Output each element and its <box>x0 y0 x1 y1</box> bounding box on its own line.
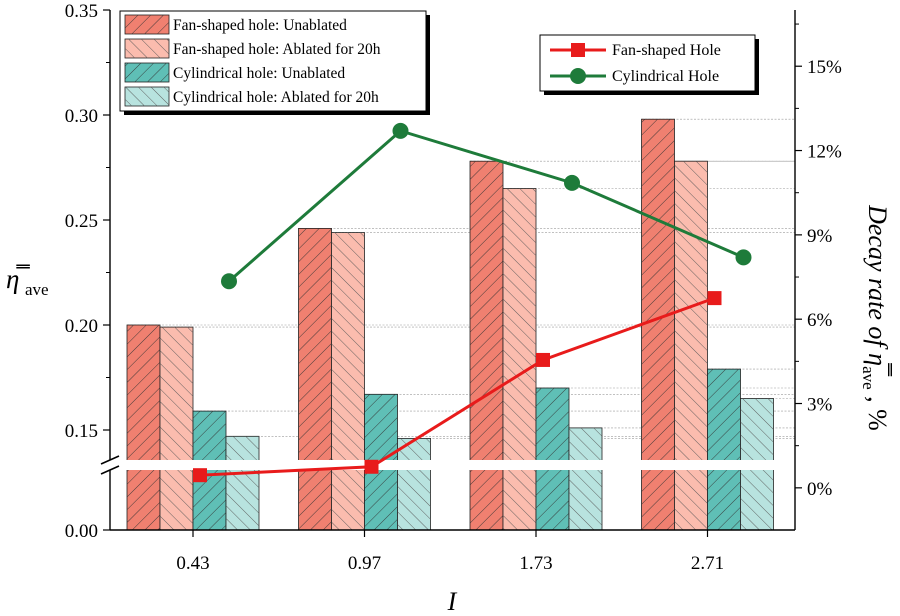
y-tick-label: 0.00 <box>65 521 98 542</box>
y2-axis-title: Decay rate of η̿ave , % <box>859 204 892 431</box>
y-axis-title: η̿ ave <box>6 263 49 299</box>
data-point <box>735 249 752 266</box>
legend-label: Fan-shaped hole: Ablated for 20h <box>173 41 381 58</box>
x-tick-label: 2.71 <box>691 553 724 574</box>
x-axis-title: I <box>447 587 458 616</box>
data-point <box>564 174 580 191</box>
bar <box>331 232 365 531</box>
legend-lines: Fan-shaped Hole Cylindrical Hole <box>539 34 759 95</box>
legend-label: Fan-shaped hole: Unablated <box>173 17 347 34</box>
axis-break <box>100 460 805 470</box>
bar <box>192 410 227 531</box>
y2-tick-label: 6% <box>807 310 833 331</box>
legend-entry: Cylindrical Hole <box>550 68 719 85</box>
y-tick-label: 0.20 <box>65 316 98 337</box>
legend-entry: Fan-shaped Hole <box>550 42 721 59</box>
svg-text:ave: ave <box>25 280 49 299</box>
data-point <box>707 291 722 306</box>
series-line <box>228 129 745 283</box>
y2-tick-label: 9% <box>807 226 833 247</box>
bars <box>126 118 774 531</box>
y-tick-label: 0.15 <box>65 421 98 442</box>
bar <box>159 326 194 531</box>
y-tick-label: 0.35 <box>65 1 98 22</box>
axes: 0.15 0.20 0.25 0.30 0.35 0.00 0% 3% 6% 9% 12% 15% 0.… <box>65 1 842 574</box>
x-tick-label: 0.43 <box>176 553 209 574</box>
data-point <box>221 273 237 290</box>
bar <box>707 368 741 531</box>
y2-tick-label: 0% <box>807 479 833 500</box>
y-tick-label: 0.30 <box>65 106 98 127</box>
y2-tick-label: 15% <box>807 57 842 78</box>
legend-entry: Cylindrical hole: Ablated for 20h <box>124 86 379 107</box>
bar <box>397 437 431 531</box>
data-point <box>536 352 550 367</box>
legend-label: Fan-shaped Hole <box>612 42 721 59</box>
axis-break-mark <box>100 455 120 465</box>
bar <box>502 188 537 531</box>
bar <box>674 160 708 531</box>
bar <box>126 324 161 531</box>
legend-entry: Cylindrical hole: Unablated <box>124 62 345 83</box>
bar <box>298 227 332 531</box>
legend-bars: Fan-shaped hole: Unablated Fan-shaped hol… <box>119 10 430 115</box>
axis-break-band <box>100 460 805 470</box>
x-tick-label: 1.73 <box>519 553 552 574</box>
y2-tick-label: 3% <box>807 395 833 416</box>
svg-text:Decay rate of η̿ave , %: Decay rate of η̿ave , % <box>859 204 892 431</box>
legend-label: Cylindrical Hole <box>612 68 719 85</box>
data-point <box>392 122 409 139</box>
legend-label: Cylindrical hole: Unablated <box>173 65 345 82</box>
data-point <box>364 459 379 474</box>
lines <box>193 122 752 483</box>
y-tick-label: 0.25 <box>65 211 98 232</box>
x-tick-label: 0.97 <box>348 553 381 574</box>
series-line <box>199 296 716 477</box>
legend-entry: Fan-shaped hole: Ablated for 20h <box>124 38 381 59</box>
data-point <box>193 468 207 483</box>
legend-label: Cylindrical hole: Ablated for 20h <box>173 89 379 106</box>
bar <box>225 435 260 531</box>
y2-tick-label: 12% <box>807 142 842 163</box>
bar <box>535 387 570 531</box>
axis-break-mark <box>100 465 120 475</box>
bar <box>568 427 603 531</box>
bar <box>469 160 504 531</box>
legend-entry: Fan-shaped hole: Unablated <box>124 14 347 35</box>
